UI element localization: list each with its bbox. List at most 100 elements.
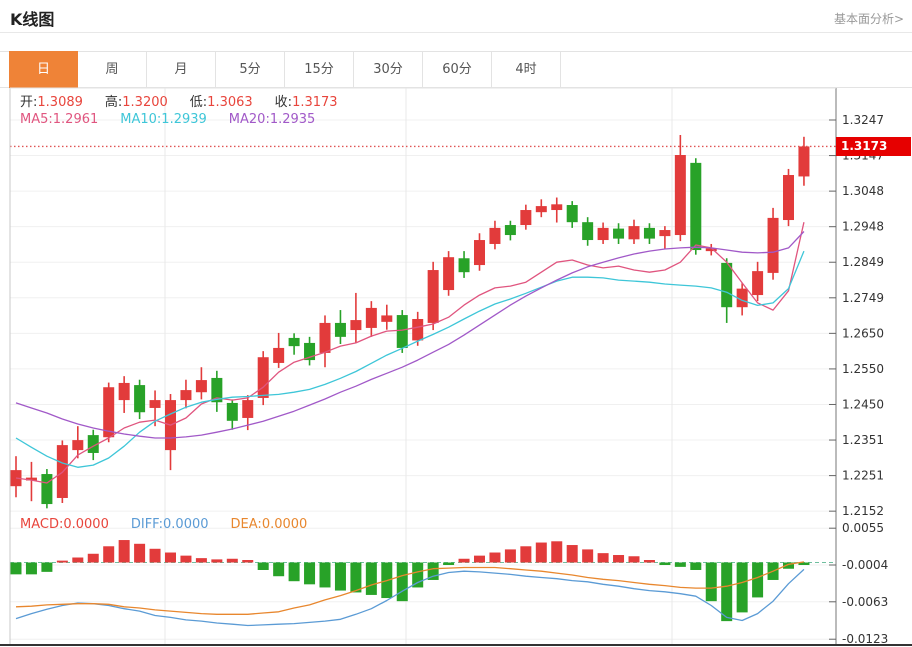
period-tab-6[interactable]: 60分 (423, 51, 492, 88)
period-tab-4[interactable]: 15分 (285, 51, 354, 88)
candle-body (87, 435, 99, 453)
macd-bar (304, 562, 316, 585)
macd-bar (257, 562, 269, 570)
period-tab-0[interactable]: 日 (9, 51, 78, 88)
candle-body (504, 225, 516, 236)
candle-body (474, 240, 485, 266)
candle-body (520, 210, 532, 226)
macd-legend-item-0: MACD:0.0000 (20, 517, 109, 532)
macd-bar (134, 543, 146, 563)
macd-legend-label-0: MACD: (20, 517, 64, 532)
candle-body (288, 337, 300, 347)
macd-bar (690, 562, 702, 570)
ohlc-legend: 开:1.3089 高:1.3200 低:1.3063 收:1.3173 (20, 91, 360, 110)
current-price-badge: 1.3173 (836, 137, 911, 156)
candle-body (582, 222, 594, 241)
macd-bar (458, 558, 470, 563)
axis-label: 1.2650 (842, 326, 884, 340)
candle-body (396, 315, 408, 348)
candle-body (752, 271, 764, 296)
macd-bar (288, 562, 300, 582)
macd-legend-label-1: DIFF: (130, 517, 164, 532)
candle-body (427, 270, 439, 323)
macd-legend-item-1: DIFF:0.0000 (131, 517, 209, 532)
header-divider (0, 32, 912, 33)
ohlc-legend-value-1: 1.3200 (122, 95, 168, 110)
axis-label: 1.2251 (842, 469, 884, 483)
period-tab-5[interactable]: 30分 (354, 51, 423, 88)
ma-legend-label-2: MA20: (228, 112, 270, 127)
candle-body (628, 226, 640, 240)
macd-bar (10, 562, 22, 575)
ohlc-legend-item-3: 收:1.3173 (275, 91, 338, 110)
axis-label: 1.2152 (842, 504, 884, 518)
macd-bar (798, 562, 810, 565)
candle-body (180, 390, 192, 401)
macd-bar (783, 562, 794, 569)
macd-bar (226, 558, 238, 563)
ohlc-legend-item-0: 开:1.3089 (20, 91, 83, 110)
candle-body (257, 357, 269, 398)
page-title: K线图 (10, 10, 55, 29)
candle-body (489, 227, 501, 244)
macd-bar (195, 558, 207, 563)
candle-body (613, 228, 625, 239)
fundamental-analysis-link[interactable]: 基本面分析> (833, 12, 904, 26)
candle-body (674, 155, 686, 236)
candle-body (535, 206, 547, 213)
candle-body (798, 146, 810, 177)
ma5-line (15, 222, 805, 484)
candle-body (195, 380, 207, 393)
macd-bar (443, 562, 455, 565)
candle-body (365, 307, 377, 328)
candle-body (226, 402, 238, 421)
candle-body (211, 377, 223, 403)
ohlc-legend-item-1: 高:1.3200 (105, 91, 168, 110)
candle-body (273, 347, 285, 363)
candle-body (350, 320, 362, 331)
macd-bar (211, 559, 223, 563)
candle-body (458, 258, 470, 273)
candle-body (334, 322, 346, 337)
candle-body (41, 474, 53, 505)
macd-bar (504, 549, 516, 563)
axis-label: 1.2948 (842, 220, 884, 234)
ma-legend-value-1: 1.2939 (161, 112, 207, 127)
period-tab-2[interactable]: 月 (147, 51, 216, 88)
macd-bar (180, 555, 192, 563)
macd-bar (412, 562, 424, 588)
macd-bar (334, 562, 346, 591)
macd-bar (752, 562, 764, 598)
candle-body (304, 342, 316, 361)
macd-bar (520, 546, 532, 563)
ma20-line (15, 231, 805, 439)
macd-bar (597, 553, 609, 563)
macd-bar (674, 562, 686, 567)
period-tab-1[interactable]: 周 (78, 51, 147, 88)
macd-bar (736, 562, 748, 613)
candle-body (381, 315, 393, 322)
candle-body (412, 318, 424, 341)
candle-body (659, 230, 671, 237)
ma-legend-label-1: MA10: (120, 112, 162, 127)
macd-bar (659, 562, 671, 565)
period-tab-3[interactable]: 5分 (216, 51, 285, 88)
ohlc-legend-label-3: 收: (274, 95, 293, 110)
ohlc-legend-value-3: 1.3173 (292, 95, 338, 110)
macd-bar (721, 562, 733, 622)
candle-body (242, 400, 254, 418)
macd-legend-label-2: DEA: (230, 517, 262, 532)
candle-body (443, 257, 455, 291)
ma-legend-item-0: MA5:1.2961 (20, 112, 98, 127)
candle-body (721, 262, 733, 308)
period-tab-7[interactable]: 4时 (492, 51, 561, 88)
macd-legend-value-0: 0.0000 (63, 517, 109, 532)
candle-body (783, 175, 794, 221)
candle-body (134, 385, 146, 413)
macd-bar (41, 562, 53, 572)
candle-body (597, 227, 609, 241)
axis-label: 1.3247 (842, 113, 884, 127)
macd-bar (103, 546, 115, 563)
ma10-line (15, 250, 805, 468)
